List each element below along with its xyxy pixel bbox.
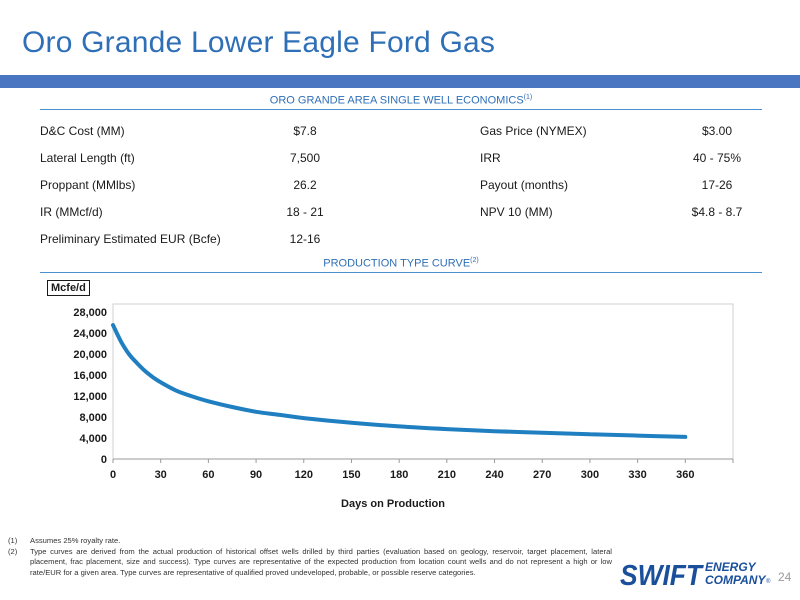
economics-heading: ORO GRANDE AREA SINGLE WELL ECONOMICS(1) (269, 94, 533, 107)
econ-row: Lateral Length (ft) 7,500 IRR 40 - 75% (40, 151, 762, 171)
y-tick-label: 16,000 (73, 370, 107, 382)
econ-row: Proppant (MMlbs) 26.2 Payout (months) 17… (40, 178, 762, 198)
x-tick-label: 360 (676, 469, 694, 481)
x-tick-label: 270 (533, 469, 551, 481)
econ-value: $3.00 (701, 124, 733, 138)
econ-label: Gas Price (NYMEX) (480, 124, 587, 138)
title-bar (0, 75, 800, 88)
economics-rule (40, 109, 762, 110)
econ-value: $4.8 - 8.7 (691, 205, 743, 219)
econ-label: Lateral Length (ft) (40, 151, 135, 165)
econ-row: Preliminary Estimated EUR (Bcfe) 12-16 (40, 232, 762, 252)
econ-value: 17-26 (701, 178, 733, 192)
y-tick-label: 20,000 (73, 349, 107, 361)
y-axis-label: Mcfe/d (47, 280, 90, 296)
y-tick-label: 0 (101, 454, 107, 466)
x-axis-label: Days on Production (341, 498, 445, 510)
econ-row: D&C Cost (MM) $7.8 Gas Price (NYMEX) $3.… (40, 124, 762, 144)
econ-label: IR (MMcf/d) (40, 205, 103, 219)
econ-label: Payout (months) (480, 178, 569, 192)
logo-line2: COMPANY (705, 573, 766, 587)
footnote: (1) Assumes 25% royalty rate. (8, 536, 612, 547)
x-tick-label: 210 (438, 469, 456, 481)
x-tick-label: 120 (295, 469, 313, 481)
econ-value: 18 - 21 (286, 205, 324, 219)
curve-heading-note: (2) (470, 257, 479, 264)
logo-mark: ® (766, 578, 771, 585)
econ-label: Proppant (MMlbs) (40, 178, 136, 192)
footnotes: (1) Assumes 25% royalty rate. (2) Type cur… (8, 536, 612, 578)
chart-svg: 0 4,000 8,000 12,000 16,000 20,000 24,000 28,00… (73, 303, 734, 510)
type-curve-line (111, 323, 688, 439)
econ-value: 7,500 (289, 151, 321, 165)
x-tick-label: 300 (581, 469, 599, 481)
footnote-number: (2) (8, 546, 18, 556)
footnote: (2) Type curves are derived from the actu… (8, 547, 612, 579)
y-tick-label: 24,000 (73, 328, 107, 340)
x-tick-label: 90 (250, 469, 262, 481)
econ-value: $7.8 (293, 124, 317, 138)
econ-value: 26.2 (293, 178, 317, 192)
x-tick-label: 240 (485, 469, 503, 481)
econ-value: 40 - 75% (692, 151, 742, 165)
x-tick-label: 330 (628, 469, 646, 481)
x-tick-label: 0 (110, 469, 116, 481)
econ-row: IR (MMcf/d) 18 - 21 NPV 10 (MM) $4.8 - 8… (40, 205, 762, 225)
page-title: Oro Grande Lower Eagle Ford Gas (22, 26, 496, 59)
type-curve-chart: 0 4,000 8,000 12,000 16,000 20,000 24,000 28,00… (40, 276, 740, 516)
y-tick-label: 12,000 (73, 391, 107, 403)
econ-label: IRR (480, 151, 501, 165)
econ-label: D&C Cost (MM) (40, 124, 125, 138)
econ-label: NPV 10 (MM) (480, 205, 553, 219)
curve-heading: PRODUCTION TYPE CURVE(2) (323, 257, 479, 270)
econ-value: 12-16 (289, 232, 321, 246)
econ-label: Preliminary Estimated EUR (Bcfe) (40, 232, 221, 246)
logo-line1: ENERGY (705, 560, 757, 574)
x-tick-label: 150 (342, 469, 360, 481)
footnote-text: Assumes 25% royalty rate. (30, 536, 121, 545)
y-tick-label: 4,000 (79, 433, 107, 445)
x-tick-label: 60 (202, 469, 214, 481)
page-number: 24 (778, 570, 792, 584)
y-tick-label: 8,000 (79, 412, 107, 424)
footnote-number: (1) (8, 536, 18, 545)
logo-word: SWIFT (620, 560, 704, 588)
y-tick-label: 28,000 (73, 307, 107, 319)
economics-heading-note: (1) (523, 94, 533, 101)
x-tick-label: 30 (155, 469, 167, 481)
x-tick-label: 180 (390, 469, 408, 481)
curve-rule (40, 272, 762, 273)
swift-energy-logo: SWIFT ENERGY COMPANY ® (620, 560, 771, 588)
footnote-text: Type curves are derived from the actual … (30, 546, 612, 577)
